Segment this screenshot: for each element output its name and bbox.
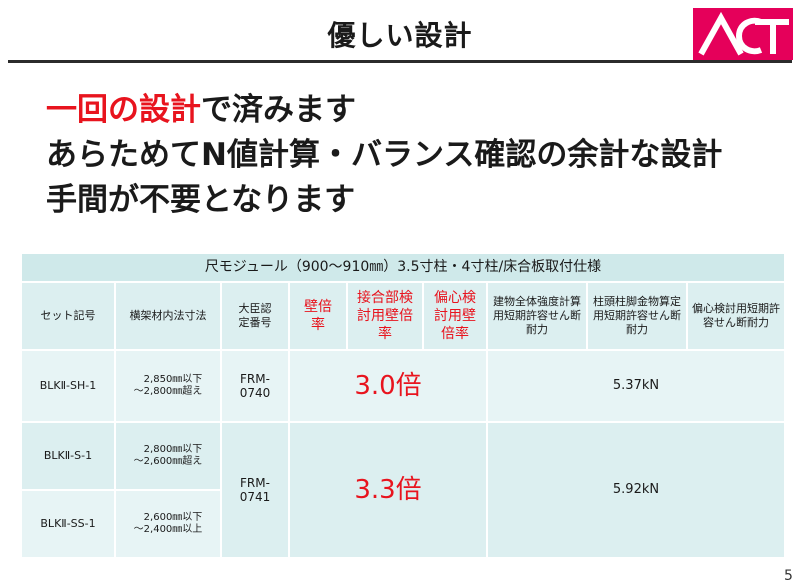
header-post-capacity: 柱頭柱脚金物算定用短期許容せん断耐力 — [588, 283, 686, 349]
group-2-capacity: 5.92kN — [488, 423, 784, 557]
page-title: 優しい設計 — [327, 19, 473, 52]
table-caption: 尺モジュール（900〜910㎜）3.5寸柱・4寸柱/床合板取付仕様 — [22, 254, 784, 281]
group-1-cert: FRM-0740 — [222, 351, 288, 421]
row-1-dim: 2,850㎜以下 〜2,800㎜超え — [116, 351, 220, 421]
act-logo — [693, 8, 793, 60]
group-2-cert: FRM-0741 — [222, 423, 288, 557]
row-3-dim: 2,600㎜以下 〜2,400㎜以上 — [116, 491, 220, 557]
row-3-set: BLKⅡ-SS-1 — [22, 491, 114, 557]
headline-line-1-rest: で済みます — [201, 92, 356, 128]
headline-line-2: あらためてN値計算・バランス確認の余計な設計 — [46, 137, 723, 173]
header-set: セット記号 — [22, 283, 114, 349]
header-wall-ratio: 壁倍率 — [290, 283, 346, 349]
group-2-ratio: 3.3倍 — [290, 423, 486, 557]
headline-line-1: 一回の設計で済みます — [46, 88, 722, 133]
headline-highlight: 一回の設計 — [46, 92, 201, 128]
act-logo-mark — [693, 8, 793, 60]
row-1-set: BLKⅡ-SH-1 — [22, 351, 114, 421]
header-building-capacity: 建物全体強度計算用短期許容せん断耐力 — [488, 283, 586, 349]
title-rule — [8, 60, 792, 63]
page-number: 5 — [784, 568, 793, 584]
header-dim: 横架材内法寸法 — [116, 283, 220, 349]
header-ecc-ratio: 偏心検討用壁倍率 — [424, 283, 486, 349]
group-1-ratio: 3.0倍 — [290, 351, 486, 421]
row-2-set: BLKⅡ-S-1 — [22, 423, 114, 489]
header-cert: 大臣認定番号 — [222, 283, 288, 349]
header-joint-ratio: 接合部検討用壁倍率 — [348, 283, 422, 349]
headline-line-3: 手間が不要となります — [46, 182, 356, 218]
group-1-capacity: 5.37kN — [488, 351, 784, 421]
row-2-dim: 2,800㎜以下 〜2,600㎜超え — [116, 423, 220, 489]
header-ecc-capacity: 偏心検討用短期許容せん断耐力 — [688, 283, 784, 349]
headline: 一回の設計で済みます あらためてN値計算・バランス確認の余計な設計 手間が不要と… — [46, 88, 722, 223]
spec-table: 尺モジュール（900〜910㎜）3.5寸柱・4寸柱/床合板取付仕様 セット記号 … — [22, 254, 784, 560]
